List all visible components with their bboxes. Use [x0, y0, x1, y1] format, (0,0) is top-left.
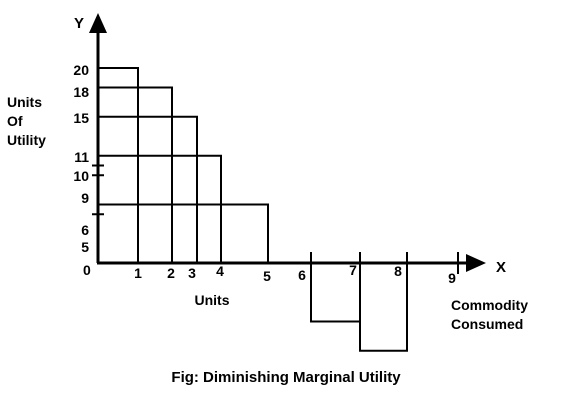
y-axis-arrow-icon — [89, 13, 107, 33]
y-tick-label-10: 10 — [73, 168, 89, 184]
utility-bar-unit-5 — [97, 203, 269, 264]
x-tick-label-2: 2 — [167, 265, 175, 281]
origin-label: 0 — [83, 262, 91, 278]
utility-bar-unit-4 — [97, 154, 222, 264]
x-axis-letter: X — [496, 259, 506, 276]
x-tick-label-1: 1 — [134, 265, 142, 281]
y-tick-label-9: 9 — [81, 190, 89, 206]
x-tick-label-4: 4 — [216, 263, 224, 279]
y-tick-label-11: 11 — [74, 149, 89, 165]
y-axis-label-line-2: Of — [7, 113, 23, 129]
utility-bar-unit-3 — [97, 115, 198, 264]
bars-group — [97, 67, 408, 352]
x-axis-caption-line-2: Consumed — [451, 316, 524, 332]
x-tick-label-7: 7 — [349, 262, 357, 278]
y-axis-label: Units Of Utility — [7, 93, 46, 150]
x-tick-label-8: 8 — [394, 263, 402, 279]
x-axis-label: Units — [195, 292, 230, 308]
x-axis-caption-line-1: Commodity — [451, 297, 528, 313]
x-tick-label-5: 5 — [263, 268, 271, 284]
y-tick-label-5: 5 — [81, 239, 89, 255]
x-tick-label-6: 6 — [298, 267, 306, 283]
y-axis-label-line-3: Utility — [7, 132, 46, 148]
utility-bar-unit-2 — [97, 86, 173, 264]
y-tick-label-20: 20 — [73, 62, 89, 78]
y-axis-letter: Y — [74, 15, 84, 32]
y-axis-label-line-1: Units — [7, 94, 42, 110]
x-tick-label-3: 3 — [188, 265, 196, 281]
x-tick-label-9: 9 — [448, 270, 456, 286]
y-tick-label-18: 18 — [73, 84, 89, 100]
y-tick-label-15: 15 — [73, 110, 89, 126]
x-axis-caption: Commodity Consumed — [451, 296, 528, 334]
figure-caption: Fig: Diminishing Marginal Utility — [171, 369, 401, 386]
y-tick-label-6: 6 — [81, 222, 89, 238]
x-axis-arrow-icon — [466, 254, 486, 272]
